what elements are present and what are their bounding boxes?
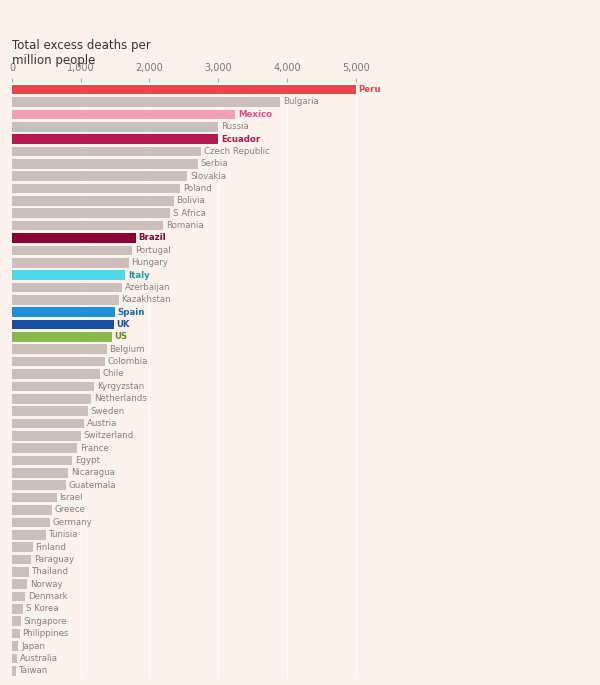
Bar (12, 456, 73, 465)
Bar (12, 159, 197, 169)
Text: Hungary: Hungary (131, 258, 169, 267)
Bar (12, 468, 68, 477)
Bar (12, 369, 100, 379)
Bar (12, 580, 27, 589)
Bar (12, 616, 21, 626)
Text: Portugal: Portugal (135, 246, 170, 255)
Bar (12, 431, 81, 440)
Text: Egypt: Egypt (75, 456, 100, 465)
Bar (12, 530, 46, 540)
Text: France: France (80, 444, 109, 453)
Text: Italy: Italy (128, 271, 150, 279)
Text: Netherlands: Netherlands (94, 395, 146, 403)
Text: Russia: Russia (221, 122, 248, 132)
Text: Israel: Israel (59, 493, 83, 502)
Text: Romania: Romania (166, 221, 203, 230)
Bar (12, 97, 280, 107)
Text: Japan: Japan (21, 642, 45, 651)
Bar (12, 480, 65, 490)
Bar (12, 543, 32, 552)
Bar (12, 394, 91, 403)
Bar (12, 345, 107, 354)
Text: Belgium: Belgium (110, 345, 145, 353)
Text: Poland: Poland (183, 184, 212, 193)
Text: Denmark: Denmark (28, 592, 67, 601)
Text: Serbia: Serbia (200, 160, 228, 169)
Bar (12, 357, 105, 366)
Bar (12, 147, 201, 156)
Text: Peru: Peru (358, 85, 381, 94)
Bar (12, 171, 187, 181)
Text: Chile: Chile (103, 369, 124, 379)
Bar (12, 271, 125, 280)
Bar (12, 196, 173, 206)
Bar (12, 85, 356, 95)
Bar (12, 443, 77, 453)
Bar (12, 555, 31, 564)
Text: S Africa: S Africa (173, 209, 206, 218)
Bar (12, 320, 114, 329)
Text: US: US (115, 332, 128, 341)
Bar (12, 666, 16, 675)
Text: Paraguay: Paraguay (34, 555, 74, 564)
Bar (12, 283, 122, 292)
Text: Guatemala: Guatemala (68, 481, 116, 490)
Text: Mexico: Mexico (238, 110, 272, 119)
Text: Azerbaijan: Azerbaijan (125, 283, 170, 292)
Text: Greece: Greece (55, 506, 85, 514)
Bar (12, 382, 94, 391)
Text: Brazil: Brazil (139, 234, 166, 242)
Text: Kazakhstan: Kazakhstan (121, 295, 171, 304)
Text: Germany: Germany (53, 518, 92, 527)
Bar (12, 604, 23, 614)
Text: Total excess deaths per
million people: Total excess deaths per million people (12, 39, 151, 67)
Text: Slovakia: Slovakia (190, 172, 226, 181)
Text: Norway: Norway (30, 580, 62, 588)
Text: Thailand: Thailand (32, 567, 69, 576)
Text: Austria: Austria (87, 419, 117, 428)
Bar (12, 419, 84, 428)
Bar (12, 258, 129, 268)
Text: Australia: Australia (20, 654, 58, 663)
Bar (12, 505, 52, 515)
Bar (12, 641, 18, 651)
Bar (12, 221, 163, 230)
Text: Ecuador: Ecuador (221, 134, 260, 144)
Text: Colombia: Colombia (107, 357, 148, 366)
Bar (12, 653, 17, 663)
Bar (12, 406, 88, 416)
Bar (12, 332, 112, 342)
Bar (12, 629, 20, 638)
Text: Sweden: Sweden (91, 407, 125, 416)
Text: Spain: Spain (118, 308, 145, 316)
Text: Finland: Finland (35, 543, 66, 551)
Text: Kyrgyzstan: Kyrgyzstan (97, 382, 145, 391)
Text: Philippines: Philippines (22, 629, 69, 638)
Text: Tunisia: Tunisia (49, 530, 79, 539)
Bar (12, 122, 218, 132)
Bar (12, 518, 50, 527)
Bar (12, 245, 132, 256)
Bar (12, 134, 218, 144)
Bar (12, 567, 29, 577)
Bar (12, 493, 56, 503)
Bar (12, 208, 170, 218)
Text: Taiwan: Taiwan (19, 667, 48, 675)
Bar (12, 184, 181, 193)
Text: Singapore: Singapore (23, 616, 67, 626)
Text: Bolivia: Bolivia (176, 197, 205, 205)
Text: Nicaragua: Nicaragua (71, 469, 115, 477)
Bar (12, 295, 119, 305)
Text: S Korea: S Korea (26, 604, 58, 613)
Bar (12, 110, 235, 119)
Text: UK: UK (116, 320, 130, 329)
Bar (12, 592, 25, 601)
Text: Czech Republic: Czech Republic (204, 147, 269, 156)
Bar (12, 233, 136, 242)
Bar (12, 308, 115, 317)
Text: Bulgaria: Bulgaria (283, 97, 319, 106)
Text: Switzerland: Switzerland (83, 432, 134, 440)
